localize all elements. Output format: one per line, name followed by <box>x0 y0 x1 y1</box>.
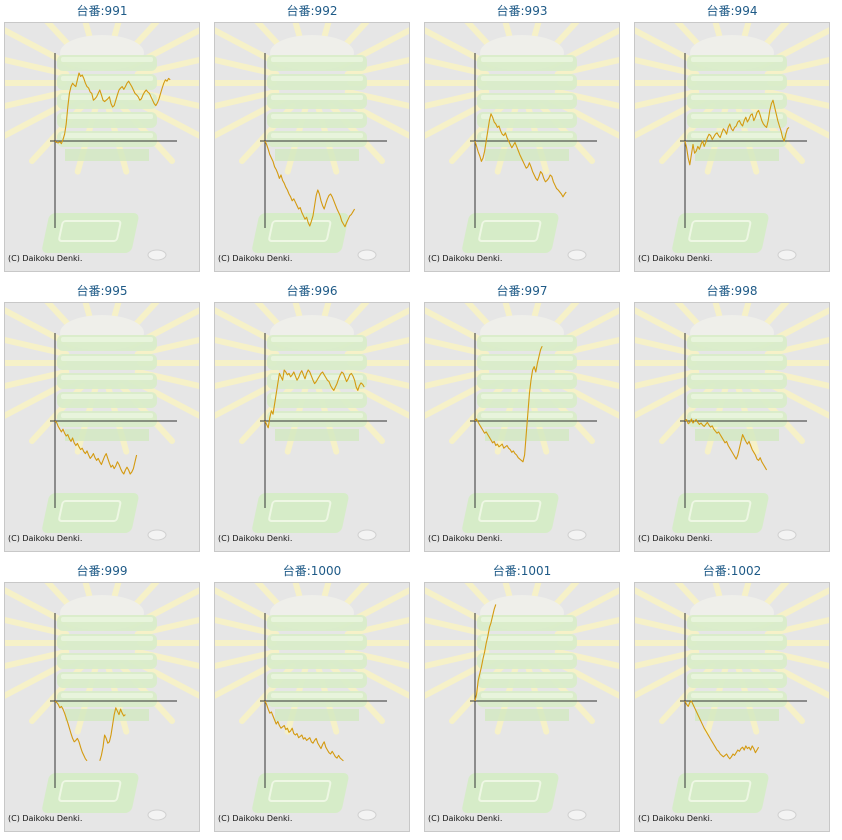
chart-svg <box>5 303 199 541</box>
chart-panel: (C) Daikoku Denki. <box>634 302 830 552</box>
chart-cell: 台番:997 (C) Daikoku Denki. <box>424 280 620 552</box>
series-line <box>684 99 790 166</box>
copyright-label: (C) Daikoku Denki. <box>218 814 293 823</box>
copyright-label: (C) Daikoku Denki. <box>8 254 83 263</box>
copyright-label: (C) Daikoku Denki. <box>8 534 83 543</box>
chart-panel: (C) Daikoku Denki. <box>4 582 200 832</box>
background-art <box>215 583 409 821</box>
chart-title[interactable]: 台番:1002 <box>702 564 762 578</box>
series-line <box>474 345 543 463</box>
chart-cell: 台番:996 (C) Daikoku Denki. <box>214 280 410 552</box>
series-line <box>264 140 356 228</box>
chart-svg <box>635 23 829 261</box>
chart-title[interactable]: 台番:991 <box>76 4 128 18</box>
background-art <box>5 303 199 541</box>
chart-panel: (C) Daikoku Denki. <box>214 582 410 832</box>
copyright-label: (C) Daikoku Denki. <box>638 254 713 263</box>
copyright-label: (C) Daikoku Denki. <box>218 534 293 543</box>
chart-svg <box>5 23 199 261</box>
chart-panel: (C) Daikoku Denki. <box>424 22 620 272</box>
background-art <box>425 583 619 821</box>
chart-cell: 台番:1001 (C) Daikoku Denki. <box>424 560 620 832</box>
chart-panel: (C) Daikoku Denki. <box>214 302 410 552</box>
chart-panel: (C) Daikoku Denki. <box>424 302 620 552</box>
series-line <box>264 369 365 429</box>
chart-title[interactable]: 台番:1000 <box>282 564 342 578</box>
series-line <box>474 604 497 702</box>
chart-cell: 台番:993 (C) Daikoku Denki. <box>424 0 620 272</box>
chart-panel: (C) Daikoku Denki. <box>634 582 830 832</box>
series-line <box>264 700 344 762</box>
series-line <box>54 420 138 475</box>
chart-svg <box>425 303 619 541</box>
chart-svg <box>5 583 199 821</box>
copyright-label: (C) Daikoku Denki. <box>218 254 293 263</box>
background-art <box>635 583 829 821</box>
background-art <box>425 303 619 541</box>
copyright-label: (C) Daikoku Denki. <box>428 254 503 263</box>
chart-title[interactable]: 台番:997 <box>496 284 548 298</box>
chart-panel: (C) Daikoku Denki. <box>424 582 620 832</box>
series-line <box>684 700 760 760</box>
background-art <box>215 23 409 261</box>
chart-panel: (C) Daikoku Denki. <box>4 22 200 272</box>
chart-cell: 台番:999 (C) Daikoku Denki. <box>4 560 200 832</box>
chart-svg <box>215 23 409 261</box>
chart-title[interactable]: 台番:992 <box>286 4 338 18</box>
chart-title[interactable]: 台番:998 <box>706 284 758 298</box>
background-art <box>635 303 829 541</box>
chart-cell: 台番:1000 (C) Daikoku Denki. <box>214 560 410 832</box>
chart-cell: 台番:1002 (C) Daikoku Denki. <box>634 560 830 832</box>
series-line <box>99 707 126 761</box>
chart-panel: (C) Daikoku Denki. <box>634 22 830 272</box>
chart-title[interactable]: 台番:1001 <box>492 564 552 578</box>
copyright-label: (C) Daikoku Denki. <box>638 814 713 823</box>
chart-cell: 台番:998 (C) Daikoku Denki. <box>634 280 830 552</box>
chart-svg <box>635 303 829 541</box>
chart-svg <box>635 583 829 821</box>
chart-cell: 台番:994 (C) Daikoku Denki. <box>634 0 830 272</box>
chart-title[interactable]: 台番:995 <box>76 284 128 298</box>
series-line <box>54 700 88 762</box>
chart-svg <box>425 583 619 821</box>
copyright-label: (C) Daikoku Denki. <box>428 534 503 543</box>
chart-title[interactable]: 台番:996 <box>286 284 338 298</box>
chart-title[interactable]: 台番:993 <box>496 4 548 18</box>
chart-cell: 台番:991 (C) Daikoku Denki. <box>4 0 200 272</box>
chart-svg <box>215 303 409 541</box>
chart-svg <box>215 583 409 821</box>
chart-panel: (C) Daikoku Denki. <box>4 302 200 552</box>
copyright-label: (C) Daikoku Denki. <box>428 814 503 823</box>
copyright-label: (C) Daikoku Denki. <box>638 534 713 543</box>
series-line <box>54 72 171 145</box>
copyright-label: (C) Daikoku Denki. <box>8 814 83 823</box>
background-art <box>215 303 409 541</box>
chart-panel: (C) Daikoku Denki. <box>214 22 410 272</box>
background-art <box>5 23 199 261</box>
chart-cell: 台番:995 (C) Daikoku Denki. <box>4 280 200 552</box>
chart-cell: 台番:992 (C) Daikoku Denki. <box>214 0 410 272</box>
chart-title[interactable]: 台番:994 <box>706 4 758 18</box>
background-art <box>5 583 199 821</box>
chart-svg <box>425 23 619 261</box>
chart-title[interactable]: 台番:999 <box>76 564 128 578</box>
series-line <box>684 418 768 471</box>
series-line <box>474 113 567 198</box>
